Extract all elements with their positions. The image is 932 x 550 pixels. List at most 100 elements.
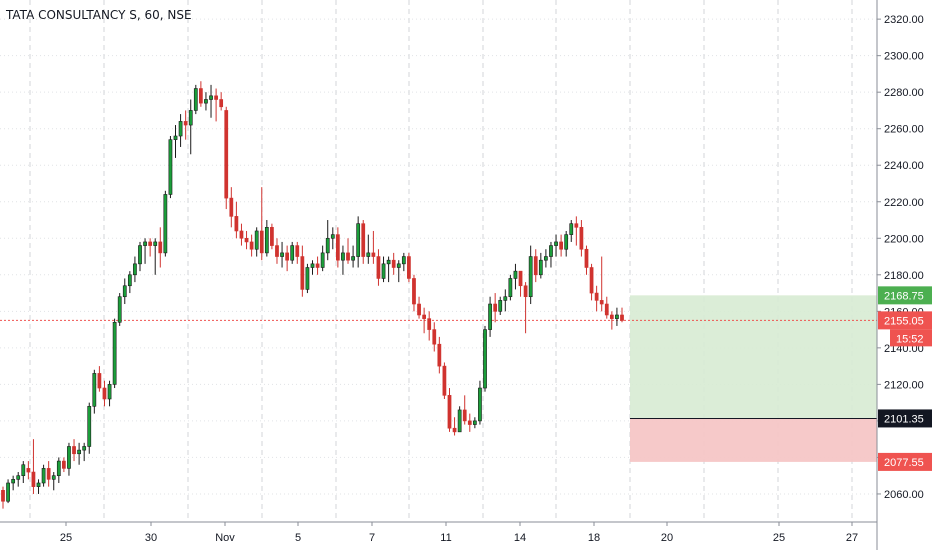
countdown-label: 15:52 [896, 333, 924, 345]
candle-body [609, 314, 614, 319]
candle-body [51, 475, 56, 480]
y-axis-tick-label: 2180.00 [884, 270, 924, 282]
candle-body [254, 230, 259, 250]
candle-body [138, 245, 142, 265]
candle-body [249, 241, 254, 250]
y-axis-tick-label: 2240.00 [884, 160, 924, 172]
candle-body [264, 227, 269, 254]
candle-body [31, 471, 36, 487]
candle-body [533, 256, 538, 276]
candle-body [320, 252, 325, 268]
candle-body [417, 303, 421, 316]
candle-body [518, 270, 523, 287]
stop-price-label: 2077.55 [884, 457, 924, 469]
candle-body [493, 303, 498, 312]
candle-body [538, 259, 543, 276]
stop-price-badge [878, 452, 932, 471]
candle-body [599, 300, 604, 305]
candle-body [432, 329, 437, 345]
candle-body [295, 245, 300, 257]
candle-body [62, 460, 66, 469]
y-axis-tick-label: 2280.00 [884, 87, 924, 99]
candle-body [87, 405, 92, 447]
candle-body [554, 241, 558, 246]
candle-body [361, 223, 366, 257]
candle-body [224, 110, 229, 199]
candle-body [188, 110, 193, 126]
candle-body [437, 343, 442, 367]
candle-body [270, 227, 274, 246]
y-axis-tick-label: 2300.00 [884, 51, 924, 63]
candle-body [234, 216, 239, 232]
candle-body [391, 259, 396, 268]
candle-body [589, 267, 594, 294]
candle-body [310, 263, 315, 268]
candle-body [346, 252, 350, 261]
candle-body [168, 139, 173, 195]
current-price-badge [878, 311, 932, 330]
y-axis-tick-label: 2260.00 [884, 124, 924, 136]
profit-zone [630, 295, 877, 419]
candle-body [396, 263, 401, 268]
candle-body [285, 252, 290, 261]
entry-price-badge [878, 409, 932, 428]
candle-body [574, 223, 579, 228]
candle-body [401, 256, 406, 265]
candle-body [275, 245, 279, 257]
candle-body [335, 234, 340, 261]
candle-body [214, 95, 218, 100]
candle-body [579, 227, 584, 250]
candle-body [325, 237, 330, 254]
x-axis-tick-label: 18 [588, 532, 600, 544]
candle-body [163, 194, 168, 254]
candle-body [503, 296, 508, 301]
candle-body [594, 292, 599, 301]
x-axis-tick-label: 20 [661, 532, 673, 544]
target-price-label: 2168.75 [884, 290, 924, 302]
candle-body [366, 252, 371, 257]
target-price-badge [878, 286, 932, 305]
candle-body [11, 479, 16, 484]
candle-body [472, 420, 477, 425]
candle-body [36, 482, 41, 487]
candle-body [259, 230, 264, 254]
x-axis-tick-label: 25 [60, 532, 72, 544]
x-axis-tick-label: 11 [440, 532, 451, 544]
y-axis-tick-label: 2220.00 [884, 197, 924, 209]
candle-body [300, 256, 305, 290]
candle-body [442, 365, 447, 396]
candle-body [77, 449, 81, 455]
candle-body [305, 267, 310, 290]
candle-body [422, 314, 426, 319]
x-axis-tick-label: 30 [145, 532, 157, 544]
candle-body [386, 259, 391, 265]
loss-zone [630, 418, 877, 462]
candle-body [584, 248, 589, 268]
x-axis-tick-label: 25 [773, 532, 785, 544]
candle-body [173, 135, 178, 140]
candle-body [498, 300, 503, 312]
candle-body [478, 387, 482, 422]
candle-body [528, 256, 533, 298]
candle-body [97, 373, 102, 389]
candle-body [82, 446, 87, 451]
candle-body [153, 241, 158, 246]
candle-body [351, 256, 355, 261]
candle-body [457, 409, 462, 433]
candle-body [356, 223, 361, 257]
candle-body [127, 274, 132, 287]
candle-body [209, 95, 213, 100]
candle-body [549, 245, 553, 257]
x-axis-tick-label: 7 [369, 532, 375, 544]
candle-body [133, 263, 137, 276]
chart-title: TATA CONSULTANCY S, 60, NSE [6, 8, 192, 22]
candle-body [143, 241, 147, 246]
candle-body [569, 223, 574, 235]
candle-body [447, 395, 452, 429]
x-axis-tick-label: 5 [295, 532, 301, 544]
candle-body [16, 475, 21, 480]
candle-body [92, 373, 97, 407]
candle-body [239, 230, 244, 239]
